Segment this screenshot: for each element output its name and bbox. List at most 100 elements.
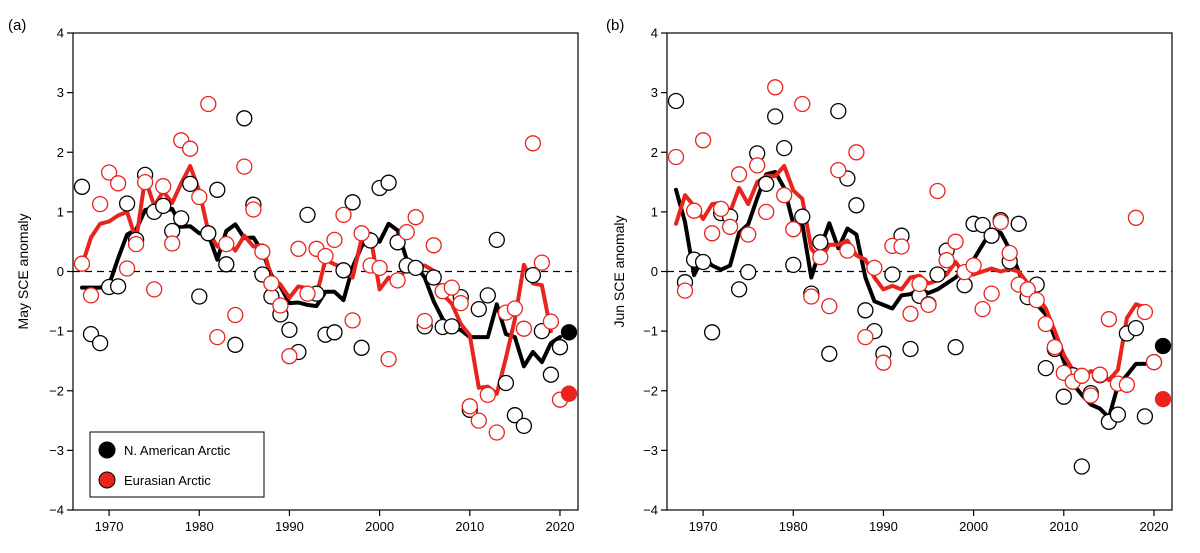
data-point-eurasia	[236, 158, 253, 175]
data-point-north_america	[506, 407, 524, 424]
data-point-north_america	[703, 324, 721, 341]
data-point-eurasia	[703, 225, 721, 242]
data-point-north_america	[344, 194, 361, 211]
data-point-eurasia	[227, 306, 244, 324]
data-point-eurasia	[730, 166, 748, 183]
data-point-eurasia	[416, 312, 433, 330]
data-point-north_america	[200, 225, 217, 242]
data-point-eurasia	[830, 161, 847, 179]
data-point-eurasia	[353, 225, 370, 242]
data-point-eurasia	[218, 235, 235, 253]
y-tick-label: 0	[651, 264, 658, 279]
data-point-eurasia	[839, 242, 856, 259]
y-tick-label: 2	[651, 145, 658, 160]
x-tick-label: 2010	[1049, 519, 1078, 534]
data-point-north_america	[326, 324, 343, 341]
data-point-north_america	[155, 197, 172, 215]
data-point-north_america	[884, 266, 901, 283]
data-point-eurasia	[290, 240, 307, 257]
data-point-eurasia	[164, 235, 181, 252]
data-point-eurasia	[712, 200, 730, 218]
data-point-eurasia	[524, 135, 542, 152]
data-point-north_america	[785, 256, 802, 274]
y-tick-label: −4	[49, 503, 64, 518]
data-point-eurasia	[947, 233, 964, 250]
y-tick-label: 0	[57, 264, 64, 279]
data-point-eurasia	[893, 238, 910, 255]
y-tick-label: 3	[651, 85, 658, 100]
y-tick-label: 4	[57, 26, 64, 41]
data-point-eurasia	[929, 182, 946, 200]
data-point-eurasia	[335, 206, 352, 224]
data-point-eurasia	[1154, 390, 1172, 408]
data-point-eurasia	[118, 260, 136, 277]
data-point-eurasia	[767, 79, 784, 96]
data-point-north_america	[667, 92, 685, 110]
data-point-north_america	[767, 108, 784, 125]
data-point-eurasia	[245, 201, 262, 218]
data-point-eurasia	[263, 275, 280, 292]
data-point-eurasia	[1046, 339, 1063, 356]
smoothed-line-eurasia	[80, 164, 553, 396]
data-point-eurasia	[1001, 244, 1018, 262]
data-point-north_america	[794, 208, 811, 225]
data-point-north_america	[1055, 388, 1072, 405]
data-point-north_america	[407, 259, 424, 277]
data-point-eurasia	[425, 237, 442, 254]
panel-a: (a) −4 −3 −2 −1 0 1 2 3 4 1970 1980 1990 2000 2010 2020…	[8, 17, 579, 534]
x-tick-label: 2000	[959, 519, 988, 534]
data-point-eurasia	[676, 282, 694, 299]
data-point-north_america	[109, 278, 127, 295]
data-point-eurasia	[911, 275, 928, 293]
data-point-north_america	[974, 216, 991, 234]
data-point-north_america	[227, 336, 244, 353]
data-point-eurasia	[1037, 315, 1054, 333]
data-point-north_america	[740, 263, 757, 281]
data-point-north_america	[730, 281, 748, 298]
data-point-eurasia	[100, 164, 118, 181]
smoothed-line-eurasia	[674, 164, 1147, 382]
panel-b: (b) −4 −3 −2 −1 0 1 2 3 4 1970 1980 1990 2000 2010 2020…	[606, 17, 1173, 534]
legend-marker-eurasia	[98, 471, 116, 489]
data-point-north_america	[281, 321, 298, 339]
data-point-eurasia	[380, 350, 397, 368]
data-point-eurasia	[749, 157, 766, 174]
data-point-eurasia	[317, 247, 334, 265]
legend-box	[89, 431, 265, 498]
data-point-eurasia	[974, 300, 991, 318]
data-point-eurasia	[191, 188, 208, 206]
data-point-eurasia	[371, 259, 388, 277]
data-point-north_america	[830, 102, 847, 120]
data-point-north_america	[694, 253, 712, 271]
data-point-north_america	[118, 195, 136, 212]
data-point-north_america	[560, 324, 578, 341]
x-tick-label: 1990	[275, 519, 304, 534]
data-point-eurasia	[920, 296, 937, 314]
data-point-eurasia	[182, 140, 199, 157]
data-point-north_america	[209, 181, 226, 198]
y-axis-title: Jun SCE anomaly	[611, 215, 627, 327]
data-point-eurasia	[146, 281, 163, 298]
data-point-eurasia	[407, 209, 424, 226]
data-point-eurasia	[1100, 311, 1118, 328]
legend-label-eurasia: Eurasian Arctic	[124, 473, 211, 488]
legend: N. American Arctic Eurasian Arctic	[89, 431, 265, 498]
y-tick-label: 1	[57, 204, 64, 219]
data-point-eurasia	[461, 398, 478, 415]
data-point-north_america	[1037, 359, 1054, 377]
data-point-north_america	[929, 266, 946, 283]
data-point-eurasia	[803, 288, 820, 305]
data-point-north_america	[515, 417, 533, 435]
x-tick-label: 2020	[546, 519, 575, 534]
data-point-north_america	[983, 227, 1000, 244]
data-point-north_america	[389, 234, 406, 251]
y-tick-label: 1	[651, 204, 658, 219]
data-point-eurasia	[155, 178, 172, 195]
data-point-north_america	[857, 302, 874, 319]
data-point-eurasia	[857, 328, 874, 346]
data-point-eurasia	[1145, 353, 1163, 371]
y-tick-label: −1	[643, 324, 658, 339]
data-point-north_america	[335, 262, 352, 279]
data-point-eurasia	[776, 187, 793, 204]
data-point-eurasia	[82, 287, 100, 304]
